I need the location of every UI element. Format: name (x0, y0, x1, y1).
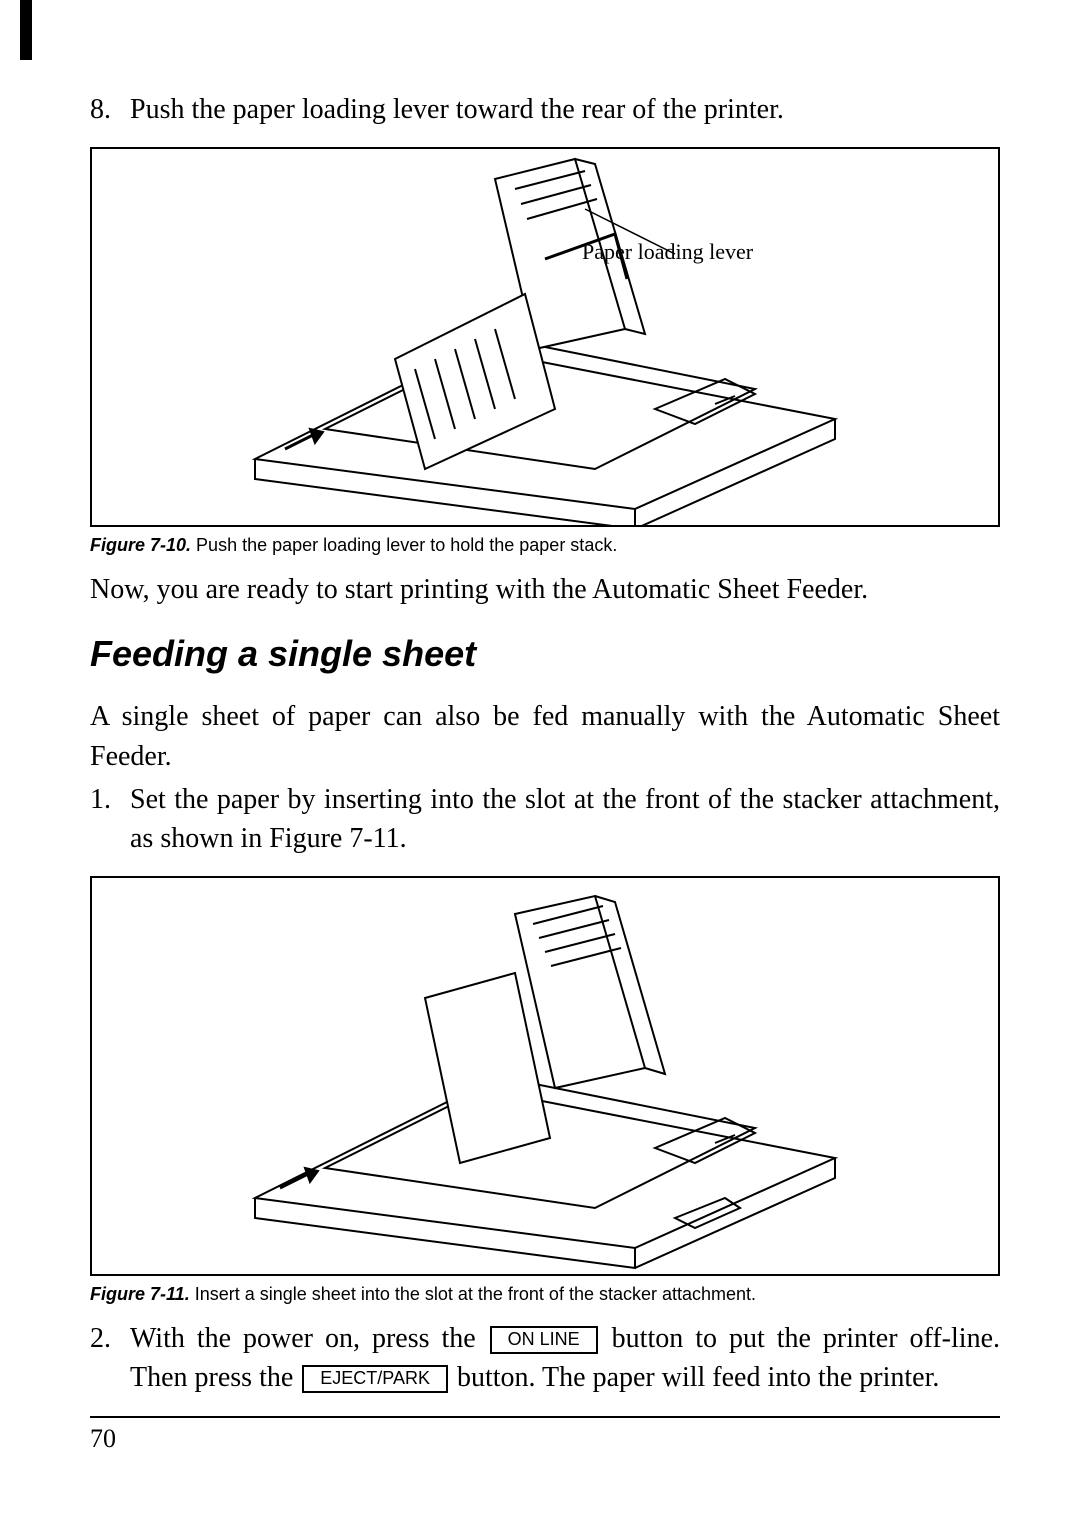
body-paragraph: Now, you are ready to start printing wit… (90, 570, 1000, 609)
figure-label: Figure 7-11. (90, 1284, 190, 1304)
section-heading: Feeding a single sheet (90, 633, 1000, 675)
step-2: 2. With the power on, press the ON LINE … (90, 1319, 1000, 1397)
annotation-paper-loading-lever: Paper loading lever (582, 239, 753, 265)
figure-7-10-caption: Figure 7-10. Push the paper loading leve… (90, 535, 1000, 556)
figure-7-10-box: Paper loading lever (90, 147, 1000, 527)
step-1: 1. Set the paper by inserting into the s… (90, 780, 1000, 858)
figure-caption-text: Insert a single sheet into the slot at t… (195, 1284, 756, 1304)
step-text: Set the paper by inserting into the slot… (130, 780, 1000, 858)
figure-label: Figure 7-10. (90, 535, 191, 555)
page-footer: 70 (90, 1416, 1000, 1454)
step-number: 8. (90, 90, 130, 129)
page-edge-mark (20, 0, 32, 60)
printer-diagram-7-10 (195, 149, 895, 525)
figure-7-11-caption: Figure 7-11. Insert a single sheet into … (90, 1284, 1000, 1305)
printer-diagram-7-11 (195, 878, 895, 1274)
eject-park-button-label: EJECT/PARK (302, 1365, 448, 1392)
step-number: 2. (90, 1319, 130, 1397)
text-fragment: With the power on, press the (130, 1323, 488, 1354)
step-number: 1. (90, 780, 130, 858)
step-text: With the power on, press the ON LINE but… (130, 1319, 1000, 1397)
text-fragment: button. The paper will feed into the pri… (450, 1362, 939, 1393)
figure-7-11-box (90, 876, 1000, 1276)
step-text: Push the paper loading lever toward the … (130, 90, 1000, 129)
page-number: 70 (90, 1424, 116, 1453)
step-8: 8. Push the paper loading lever toward t… (90, 90, 1000, 129)
section-intro: A single sheet of paper can also be fed … (90, 697, 1000, 775)
figure-caption-text: Push the paper loading lever to hold the… (196, 535, 617, 555)
online-button-label: ON LINE (490, 1326, 598, 1353)
